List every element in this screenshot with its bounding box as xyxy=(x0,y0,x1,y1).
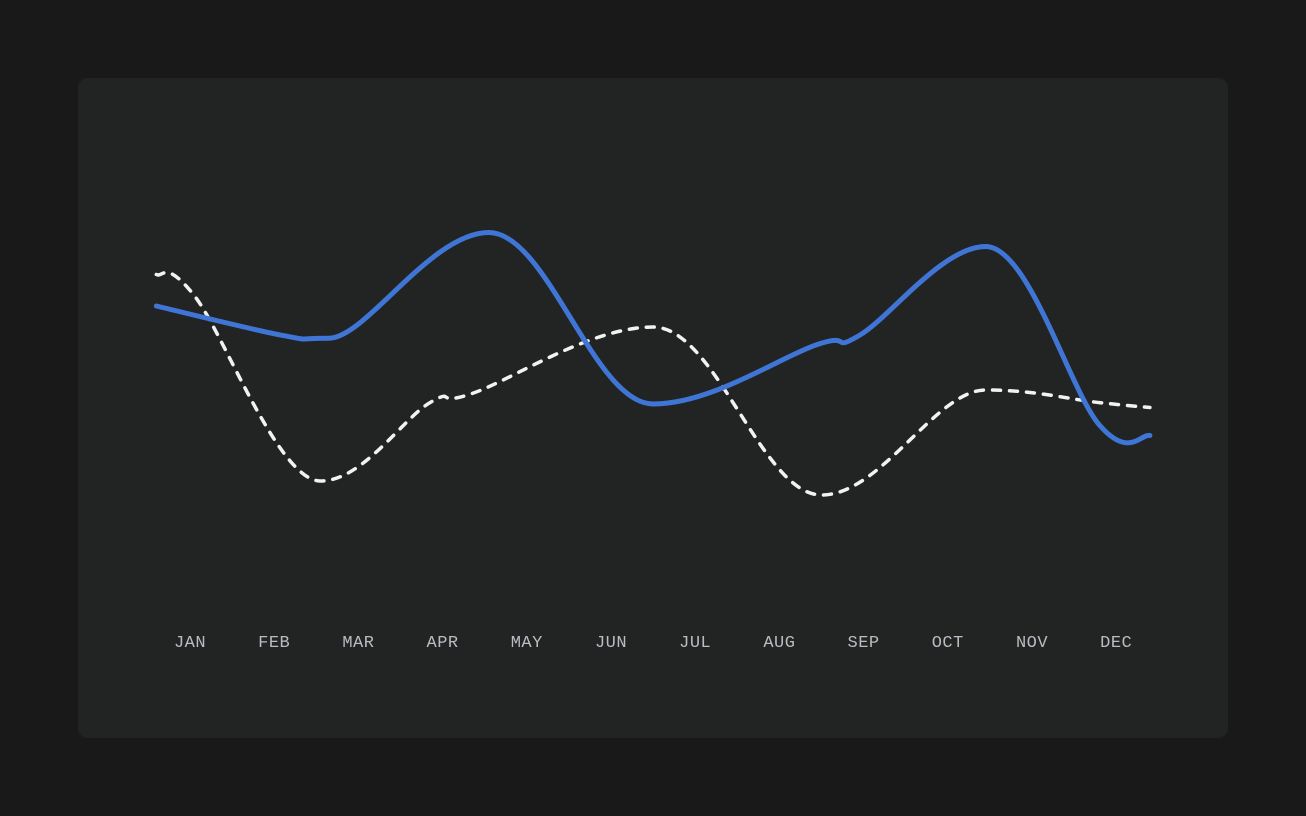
x-tick-label-oct: OCT xyxy=(932,634,964,653)
series-line-dashed xyxy=(154,270,1152,497)
x-tick-label-may: MAY xyxy=(511,634,543,653)
x-tick-label-sep: SEP xyxy=(848,634,880,653)
x-tick-label-apr: APR xyxy=(427,634,459,653)
x-tick-label-nov: NOV xyxy=(1016,634,1048,653)
x-tick-label-jul: JUL xyxy=(679,634,711,653)
series-line-solid xyxy=(153,230,1153,446)
x-tick-label-jan: JAN xyxy=(174,634,206,653)
x-tick-label-feb: FEB xyxy=(258,634,290,653)
series-layer xyxy=(153,230,1153,497)
x-axis-labels: JAN FEB MAR APR MAY JUN JUL AUG SEP OCT NOV DEC xyxy=(174,634,1132,653)
x-tick-label-mar: MAR xyxy=(342,634,374,653)
x-tick-label-aug: AUG xyxy=(763,634,795,653)
x-tick-label-dec: DEC xyxy=(1100,634,1132,653)
chart-card xyxy=(78,78,1228,738)
x-tick-label-jun: JUN xyxy=(595,634,627,653)
